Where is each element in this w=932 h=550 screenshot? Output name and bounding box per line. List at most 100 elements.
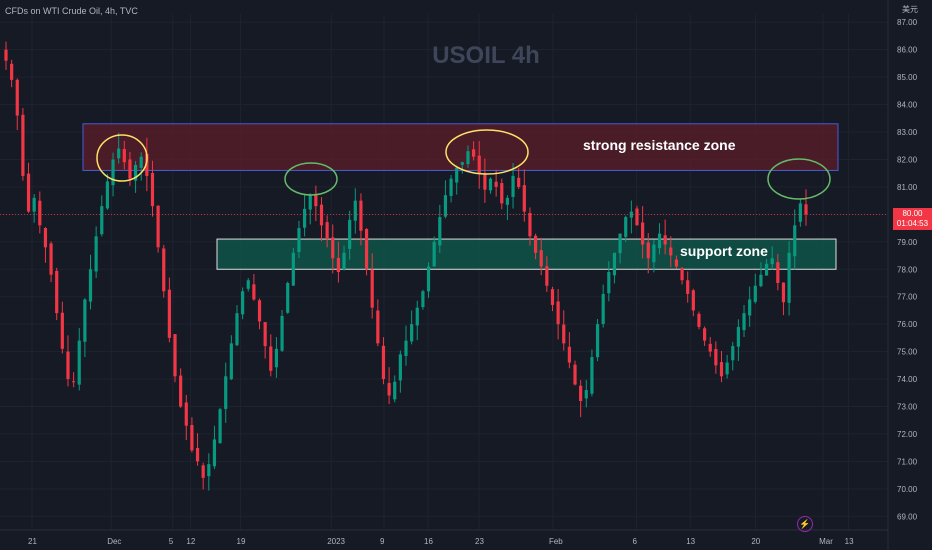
candle-body	[291, 252, 295, 286]
candle-body	[235, 313, 239, 346]
candle-body	[4, 49, 8, 61]
candle-body	[455, 167, 459, 183]
candle-body	[759, 274, 763, 287]
candle-body	[167, 289, 171, 338]
y-tick-label: 85.00	[897, 73, 918, 82]
candle-body	[556, 301, 560, 325]
candle-body	[190, 424, 194, 451]
candle-body	[26, 173, 31, 212]
y-tick-label: 75.00	[897, 348, 918, 357]
candle-body	[150, 172, 155, 207]
candle-body	[488, 178, 493, 191]
candle-body	[708, 343, 712, 352]
candle-body	[764, 263, 769, 276]
candle-body	[404, 340, 408, 356]
candle-body	[105, 181, 110, 209]
lightning-icon[interactable]: ⚡	[797, 516, 813, 532]
candle-body	[607, 272, 611, 294]
y-tick-label: 78.00	[897, 265, 918, 274]
candle-body	[15, 79, 19, 116]
candle-body	[94, 236, 98, 272]
candle-body	[511, 175, 515, 197]
y-tick-label: 77.00	[897, 293, 918, 302]
y-tick-label: 73.00	[897, 402, 918, 411]
x-tick-label: Feb	[549, 537, 563, 546]
candle-body	[387, 382, 391, 396]
candle-body	[60, 312, 64, 349]
x-tick-label: 2023	[327, 537, 345, 546]
candle-body	[528, 212, 532, 237]
candle-body	[635, 208, 639, 226]
candle-body	[195, 447, 200, 462]
candle-body	[421, 291, 425, 308]
candle-body	[302, 208, 307, 228]
x-tick-label: 23	[475, 537, 484, 546]
candle-body	[122, 148, 126, 163]
candle-body	[426, 266, 431, 292]
candle-body	[781, 282, 786, 303]
candle-body	[184, 402, 188, 426]
y-tick-label: 69.00	[897, 512, 918, 521]
candle-body	[466, 151, 470, 165]
candle-body	[280, 315, 284, 351]
candle-body	[370, 269, 374, 308]
x-tick-label: 9	[380, 537, 385, 546]
candle-body	[325, 222, 329, 240]
candle-body	[173, 334, 177, 377]
candle-body	[43, 228, 48, 248]
candle-body	[21, 114, 25, 176]
candle-body	[286, 282, 290, 313]
candle-body	[742, 313, 746, 331]
candle-body	[748, 299, 752, 316]
resistance-zone-label: strong resistance zone	[583, 137, 736, 153]
candle-body	[359, 200, 363, 231]
candle-body	[702, 328, 707, 341]
candle-body	[601, 293, 605, 324]
candle-body	[770, 258, 774, 265]
candle-body	[314, 193, 318, 207]
y-tick-label: 86.00	[897, 46, 918, 55]
candle-body	[590, 357, 594, 394]
candle-body	[66, 351, 70, 380]
candle-body	[297, 228, 301, 252]
candle-body	[257, 300, 262, 322]
x-tick-label: Mar	[819, 537, 833, 546]
candle-body	[533, 235, 538, 253]
candle-body	[364, 229, 369, 270]
candle-body	[483, 174, 487, 190]
candle-body	[624, 217, 628, 237]
candle-body	[117, 148, 121, 159]
candle-body	[680, 267, 684, 281]
candle-body	[179, 375, 183, 407]
x-tick-label: 16	[424, 537, 433, 546]
x-tick-label: Dec	[107, 537, 121, 546]
circle-highlight-yellow	[96, 134, 148, 182]
candle-body	[595, 324, 600, 358]
x-tick-label: 6	[633, 537, 638, 546]
candle-body	[263, 322, 267, 347]
candle-body	[669, 247, 673, 256]
candle-body	[201, 465, 205, 478]
y-tick-label: 70.00	[897, 485, 918, 494]
candle-body	[77, 340, 81, 385]
candle-body	[652, 244, 656, 263]
bar-countdown: 01:04:53	[896, 219, 929, 228]
candle-body	[139, 156, 143, 168]
candle-body	[88, 269, 93, 302]
candle-body	[714, 348, 718, 366]
candle-body	[579, 385, 583, 401]
candle-body	[584, 390, 588, 399]
current-price-badge: 80.00 01:04:53	[893, 208, 932, 230]
candle-body	[55, 270, 59, 314]
candle-body	[415, 307, 419, 326]
candle-body	[274, 348, 279, 368]
candle-body	[246, 280, 250, 289]
candle-body	[731, 346, 735, 361]
candle-body	[410, 324, 414, 342]
y-tick-label: 84.00	[897, 101, 918, 110]
candle-body	[38, 200, 42, 226]
candle-body	[449, 178, 453, 196]
candle-body	[629, 211, 633, 218]
candle-body	[477, 155, 481, 174]
candle-body	[156, 205, 160, 248]
